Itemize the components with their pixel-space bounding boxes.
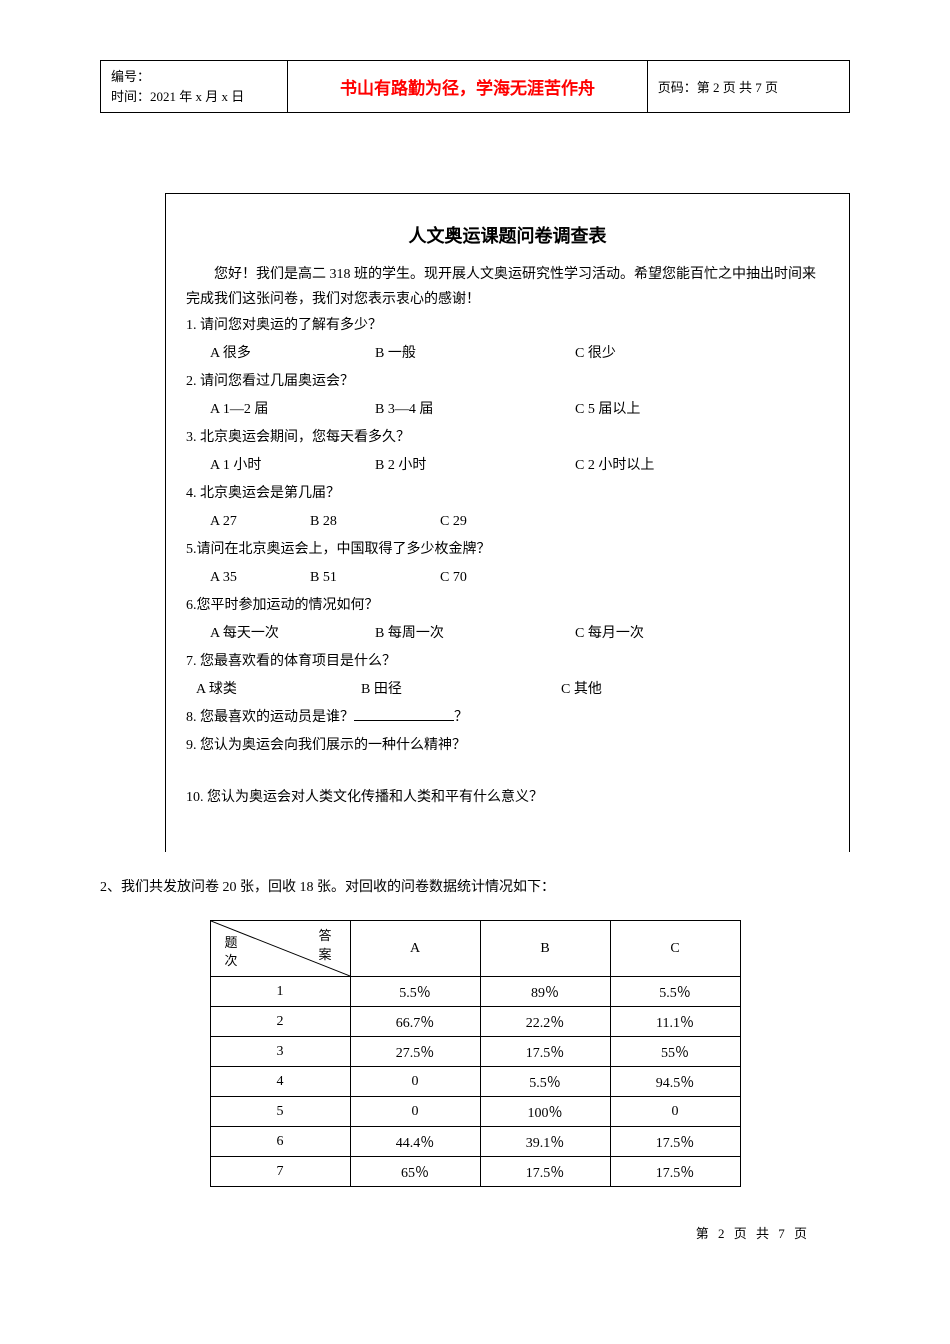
q8-post: ？ xyxy=(454,710,468,725)
table-cell: 0 xyxy=(610,1097,740,1127)
stats-tbody: 15.5％89％5.5％266.7％22.2％11.1％327.5％17.5％5… xyxy=(210,977,740,1187)
q7-opt-a: A 球类 xyxy=(196,676,361,704)
table-cell: 65％ xyxy=(350,1157,480,1187)
stats-note: 2、我们共发放问卷 20 张，回收 18 张。对回收的问卷数据统计情况如下： xyxy=(100,876,850,896)
q7-opt-c: C 其他 xyxy=(561,676,602,704)
q1-opt-a: A 很多 xyxy=(210,340,375,368)
diag-top-label: 答案 xyxy=(318,927,331,963)
table-cell: 7 xyxy=(210,1157,350,1187)
header-table: 编号： 时间：2021 年 x 月 x 日 书山有路勤为径，学海无涯苦作舟 页码… xyxy=(100,60,850,113)
question-10: 10. 您认为奥运会对人类文化传播和人类和平有什么意义？ xyxy=(186,784,829,812)
table-row: 405.5％94.5％ xyxy=(210,1067,740,1097)
questionnaire-box: 人文奥运课题问卷调查表 您好！我们是高二 318 班的学生。现开展人文奥运研究性… xyxy=(165,193,850,852)
question-7: 7. 您最喜欢看的体育项目是什么？ xyxy=(186,648,829,676)
stats-col-c: C xyxy=(610,921,740,977)
table-cell: 5.5％ xyxy=(610,977,740,1007)
table-cell: 100％ xyxy=(480,1097,610,1127)
q2-opt-b: B 3—4 届 xyxy=(375,396,575,424)
question-9: 9. 您认为奥运会向我们展示的一种什么精神？ xyxy=(186,732,829,760)
table-cell: 3 xyxy=(210,1037,350,1067)
options-3: A 1 小时 B 2 小时 C 2 小时以上 xyxy=(186,452,829,480)
q2-opt-c: C 5 届以上 xyxy=(575,396,640,424)
header-motto: 书山有路勤为径，学海无涯苦作舟 xyxy=(288,61,648,113)
table-cell: 66.7％ xyxy=(350,1007,480,1037)
table-row: 266.7％22.2％11.1％ xyxy=(210,1007,740,1037)
q6-opt-a: A 每天一次 xyxy=(210,620,375,648)
table-cell: 4 xyxy=(210,1067,350,1097)
question-2: 2. 请问您看过几届奥运会？ xyxy=(186,368,829,396)
table-cell: 22.2％ xyxy=(480,1007,610,1037)
q5-opt-c: C 70 xyxy=(440,564,467,592)
options-7: A 球类 B 田径 C 其他 xyxy=(186,676,829,704)
q3-opt-b: B 2 小时 xyxy=(375,452,575,480)
q4-opt-a: A 27 xyxy=(210,508,310,536)
q1-opt-b: B 一般 xyxy=(375,340,575,368)
q3-opt-c: C 2 小时以上 xyxy=(575,452,654,480)
doc-time: 时间：2021 年 x 月 x 日 xyxy=(111,87,277,107)
stats-col-a: A xyxy=(350,921,480,977)
question-3: 3. 北京奥运会期间，您每天看多久？ xyxy=(186,424,829,452)
q6-opt-b: B 每周一次 xyxy=(375,620,575,648)
stats-col-b: B xyxy=(480,921,610,977)
table-cell: 94.5％ xyxy=(610,1067,740,1097)
q8-blank xyxy=(354,707,454,721)
table-row: 15.5％89％5.5％ xyxy=(210,977,740,1007)
page: 编号： 时间：2021 年 x 月 x 日 书山有路勤为径，学海无涯苦作舟 页码… xyxy=(0,0,950,1282)
q4-opt-b: B 28 xyxy=(310,508,440,536)
spacer xyxy=(186,760,829,784)
questionnaire-intro: 您好！我们是高二 318 班的学生。现开展人文奥运研究性学习活动。希望您能百忙之… xyxy=(186,262,829,312)
table-cell: 1 xyxy=(210,977,350,1007)
table-cell: 0 xyxy=(350,1097,480,1127)
options-1: A 很多 B 一般 C 很少 xyxy=(186,340,829,368)
q2-opt-a: A 1—2 届 xyxy=(210,396,375,424)
table-cell: 5 xyxy=(210,1097,350,1127)
table-row: 327.5％17.5％55％ xyxy=(210,1037,740,1067)
question-6: 6.您平时参加运动的情况如何？ xyxy=(186,592,829,620)
table-cell: 5.5％ xyxy=(350,977,480,1007)
question-1: 1. 请问您对奥运的了解有多少？ xyxy=(186,312,829,340)
q3-opt-a: A 1 小时 xyxy=(210,452,375,480)
header-page: 页码：第 2 页 共 7 页 xyxy=(647,61,849,113)
options-5: A 35 B 51 C 70 xyxy=(186,564,829,592)
q5-opt-b: B 51 xyxy=(310,564,440,592)
options-6: A 每天一次 B 每周一次 C 每月一次 xyxy=(186,620,829,648)
table-cell: 17.5％ xyxy=(480,1037,610,1067)
table-row: 50100％0 xyxy=(210,1097,740,1127)
diag-bottom-label: 题次 xyxy=(225,934,238,970)
table-cell: 27.5％ xyxy=(350,1037,480,1067)
doc-id: 编号： xyxy=(111,67,277,87)
question-4: 4. 北京奥运会是第几届？ xyxy=(186,480,829,508)
table-cell: 39.1％ xyxy=(480,1127,610,1157)
table-cell: 6 xyxy=(210,1127,350,1157)
q7-opt-b: B 田径 xyxy=(361,676,561,704)
q1-opt-c: C 很少 xyxy=(575,340,616,368)
table-cell: 0 xyxy=(350,1067,480,1097)
stats-header-diagonal: 答案 题次 xyxy=(210,921,350,977)
table-cell: 89％ xyxy=(480,977,610,1007)
options-4: A 27 B 28 C 29 xyxy=(186,508,829,536)
table-cell: 17.5％ xyxy=(610,1157,740,1187)
header-left: 编号： 时间：2021 年 x 月 x 日 xyxy=(101,61,288,113)
table-cell: 55％ xyxy=(610,1037,740,1067)
table-cell: 17.5％ xyxy=(480,1157,610,1187)
q6-opt-c: C 每月一次 xyxy=(575,620,644,648)
table-row: 644.4％39.1％17.5％ xyxy=(210,1127,740,1157)
q5-opt-a: A 35 xyxy=(210,564,310,592)
options-2: A 1—2 届 B 3—4 届 C 5 届以上 xyxy=(186,396,829,424)
page-footer: 第 2 页 共 7 页 xyxy=(100,1223,850,1242)
questionnaire-title: 人文奥运课题问卷调查表 xyxy=(186,218,829,254)
question-8: 8. 您最喜欢的运动员是谁？ ？ xyxy=(186,704,829,732)
table-cell: 5.5％ xyxy=(480,1067,610,1097)
table-cell: 44.4％ xyxy=(350,1127,480,1157)
table-cell: 11.1％ xyxy=(610,1007,740,1037)
table-cell: 2 xyxy=(210,1007,350,1037)
table-row: 765％17.5％17.5％ xyxy=(210,1157,740,1187)
q8-pre: 8. 您最喜欢的运动员是谁？ xyxy=(186,710,354,725)
q4-opt-c: C 29 xyxy=(440,508,467,536)
table-cell: 17.5％ xyxy=(610,1127,740,1157)
stats-table: 答案 题次 A B C 15.5％89％5.5％266.7％22.2％11.1％… xyxy=(210,920,741,1187)
question-5: 5.请问在北京奥运会上，中国取得了多少枚金牌？ xyxy=(186,536,829,564)
